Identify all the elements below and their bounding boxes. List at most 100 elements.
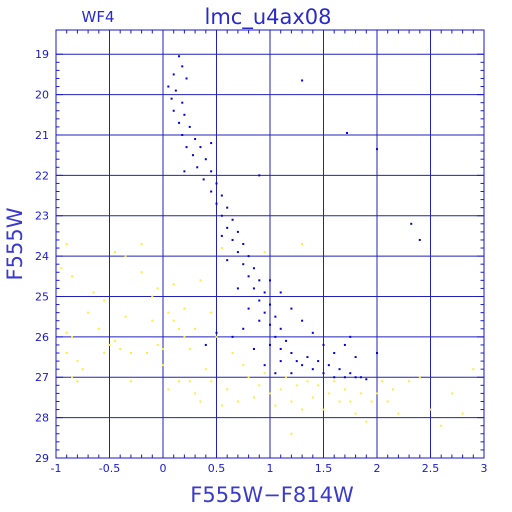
data-point bbox=[215, 331, 218, 334]
data-point bbox=[258, 279, 261, 282]
data-point bbox=[338, 400, 341, 403]
data-point bbox=[71, 335, 74, 338]
data-point bbox=[359, 376, 362, 379]
x-tick-label: -1 bbox=[51, 462, 62, 475]
y-tick-label: 23 bbox=[35, 210, 49, 223]
data-point bbox=[210, 170, 213, 173]
data-point bbox=[172, 109, 175, 112]
data-point bbox=[343, 376, 346, 379]
data-point bbox=[295, 360, 298, 363]
data-point bbox=[194, 138, 197, 141]
data-point bbox=[333, 380, 336, 383]
x-tick-label: 2 bbox=[374, 462, 381, 475]
data-point bbox=[258, 384, 261, 387]
panel-label: WF4 bbox=[81, 8, 114, 26]
data-point bbox=[285, 339, 288, 342]
data-point bbox=[178, 327, 181, 330]
data-point bbox=[220, 404, 223, 407]
data-point bbox=[290, 307, 293, 310]
data-point bbox=[178, 380, 181, 383]
data-point bbox=[290, 432, 293, 435]
y-tick-label: 29 bbox=[35, 452, 49, 465]
data-point bbox=[365, 378, 368, 381]
data-point bbox=[376, 392, 378, 395]
data-point bbox=[196, 166, 199, 169]
data-point bbox=[450, 392, 453, 395]
data-point bbox=[376, 148, 378, 151]
data-point bbox=[418, 238, 421, 241]
data-point bbox=[178, 55, 181, 58]
data-point bbox=[103, 352, 106, 355]
grid-lines bbox=[56, 30, 484, 458]
chart-title: lmc_u4ax08 bbox=[204, 5, 331, 30]
y-tick-label: 22 bbox=[35, 169, 49, 182]
data-point bbox=[333, 352, 336, 355]
data-point bbox=[151, 319, 154, 322]
data-point bbox=[258, 319, 261, 322]
data-point bbox=[236, 400, 239, 403]
data-point bbox=[185, 77, 188, 80]
data-point bbox=[167, 311, 170, 314]
data-point bbox=[397, 412, 400, 415]
tick-labels: -1 -0.5 0 0.5 1 1.5 2 2.5 3 19 20 21 22 23 24 25 26 27 28 2… bbox=[35, 48, 488, 475]
data-point bbox=[188, 347, 191, 350]
data-point bbox=[167, 85, 170, 88]
data-point bbox=[188, 125, 191, 128]
data-point bbox=[269, 279, 271, 282]
data-point bbox=[210, 142, 213, 145]
data-point bbox=[188, 380, 191, 383]
data-point bbox=[301, 243, 304, 245]
data-point bbox=[301, 408, 304, 411]
data-point bbox=[354, 376, 357, 379]
data-point bbox=[386, 400, 389, 403]
data-point bbox=[252, 396, 255, 399]
data-point bbox=[349, 335, 352, 338]
data-point bbox=[124, 255, 127, 258]
x-tick-label: 0 bbox=[160, 462, 167, 475]
data-point bbox=[162, 364, 164, 367]
data-point bbox=[220, 214, 223, 217]
data-point bbox=[392, 388, 395, 391]
data-point bbox=[311, 331, 314, 334]
x-tick-label: 3 bbox=[481, 462, 488, 475]
data-point bbox=[306, 380, 309, 383]
data-point bbox=[322, 372, 325, 375]
y-tick-label: 28 bbox=[35, 412, 49, 425]
data-point bbox=[183, 307, 186, 310]
data-point bbox=[247, 376, 250, 379]
data-point bbox=[242, 243, 245, 245]
data-point bbox=[263, 364, 266, 367]
data-point bbox=[252, 347, 255, 350]
data-point bbox=[301, 79, 304, 82]
data-point bbox=[247, 307, 250, 310]
data-point bbox=[226, 206, 229, 209]
data-point bbox=[242, 327, 245, 330]
data-point bbox=[174, 89, 177, 92]
data-point bbox=[327, 364, 330, 367]
data-point bbox=[461, 412, 464, 415]
data-point bbox=[167, 388, 170, 391]
data-point bbox=[269, 303, 271, 306]
data-point bbox=[408, 380, 411, 383]
data-point bbox=[317, 360, 320, 363]
data-point bbox=[81, 368, 84, 371]
data-point bbox=[285, 376, 288, 379]
data-point bbox=[370, 400, 373, 403]
data-point bbox=[215, 335, 218, 338]
data-point bbox=[279, 347, 282, 350]
data-point bbox=[274, 372, 277, 375]
data-point bbox=[290, 352, 293, 355]
data-point bbox=[440, 424, 443, 427]
data-point bbox=[210, 190, 213, 193]
data-point bbox=[306, 356, 309, 359]
data-point bbox=[263, 372, 266, 375]
y-tick-label: 19 bbox=[35, 48, 49, 61]
data-point bbox=[346, 131, 349, 134]
data-point bbox=[252, 267, 255, 270]
x-tick-label: 1.5 bbox=[315, 462, 333, 475]
data-point bbox=[263, 291, 266, 294]
x-tick-label: 1 bbox=[267, 462, 274, 475]
data-point bbox=[156, 287, 159, 290]
data-point bbox=[129, 380, 132, 383]
data-point bbox=[204, 368, 207, 371]
